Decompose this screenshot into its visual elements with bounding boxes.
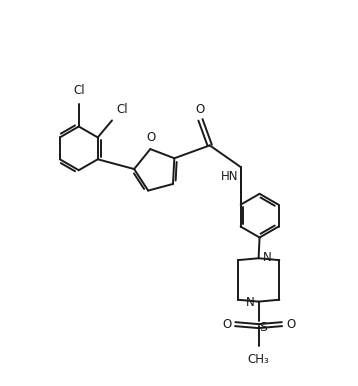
Text: N: N [262, 251, 271, 264]
Text: S: S [260, 321, 267, 334]
Text: O: O [222, 318, 231, 331]
Text: Cl: Cl [116, 103, 128, 116]
Text: O: O [196, 103, 205, 116]
Text: O: O [286, 318, 295, 331]
Text: O: O [147, 131, 156, 144]
Text: HN: HN [221, 170, 239, 183]
Text: CH₃: CH₃ [248, 353, 270, 366]
Text: Cl: Cl [73, 85, 84, 97]
Text: N: N [246, 296, 255, 309]
